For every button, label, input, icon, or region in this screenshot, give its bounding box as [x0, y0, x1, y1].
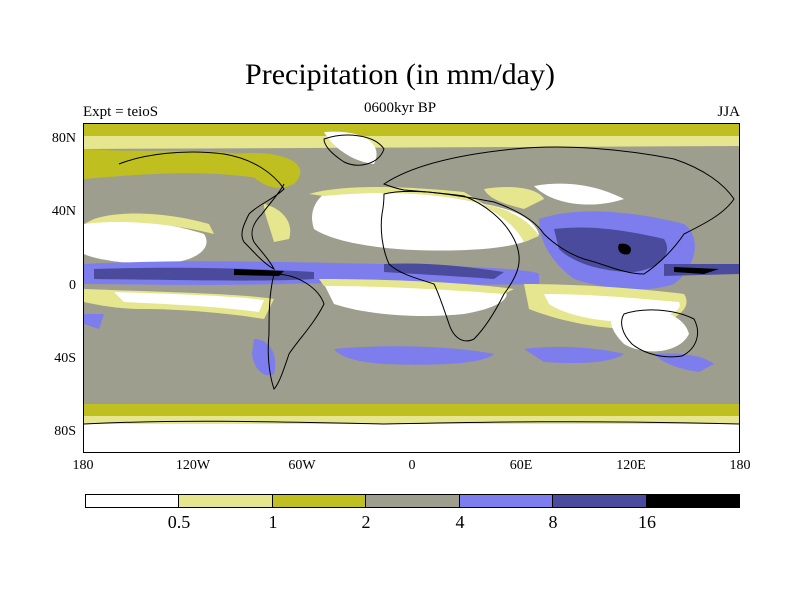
itcz-max: [234, 269, 284, 276]
map-svg: [84, 124, 739, 452]
africa-monsoon: [384, 263, 504, 279]
colorbar-segment-3: [366, 495, 460, 507]
colorbar-label-16: 16: [638, 512, 656, 532]
colorbar-segment-5: [553, 495, 647, 507]
tasman-storm: [654, 353, 714, 372]
lon-label-120w: 120W: [175, 458, 211, 473]
npac-dry: [84, 220, 207, 264]
sahara-light: [309, 187, 484, 204]
sahara-dry: [312, 192, 539, 251]
experiment-label: Expt = teioS: [83, 104, 159, 120]
wpac-max: [674, 267, 719, 274]
sepac-dry: [114, 292, 264, 312]
lat-label-40s: 40S: [54, 351, 76, 366]
lat-label-equator: 0: [69, 278, 76, 293]
antarctica-coast: [84, 420, 739, 425]
spac-storm: [84, 314, 104, 329]
colorbar-segment-4: [459, 495, 554, 507]
colorbar-label-8: 8: [548, 512, 558, 532]
greenland-coast: [323, 134, 385, 166]
lon-label-60w: 60W: [288, 458, 316, 473]
colorbar: [85, 494, 740, 508]
time-label: 0600kyr BP: [363, 100, 437, 116]
central-asia-dry: [534, 183, 624, 205]
asia-monsoon-core: [554, 227, 668, 272]
antarctica-dry: [84, 424, 739, 452]
lon-label-120e: 120E: [616, 458, 646, 473]
lat-label-80s: 80S: [54, 424, 76, 439]
colorbar-label-1: 1: [268, 512, 278, 532]
antarctic-olive: [84, 404, 739, 416]
atlantic-light: [264, 204, 291, 242]
colorbar-label-2: 2: [361, 512, 371, 532]
map-title: Precipitation (in mm/day): [245, 58, 555, 91]
asia-light: [484, 187, 544, 209]
lon-label-180w: 180: [72, 458, 94, 473]
indian-storm: [524, 346, 624, 364]
colorbar-segment-1: [179, 495, 273, 507]
colorbar-segment-0: [86, 495, 180, 507]
south-america-coast: [267, 273, 325, 390]
npac-olive: [84, 149, 264, 179]
greenland-dry: [324, 131, 377, 164]
npac-light: [84, 213, 214, 234]
eurasia-coast: [382, 146, 735, 275]
africa-coast: [380, 190, 520, 342]
australia-coast: [621, 309, 698, 358]
lon-label-60e: 60E: [509, 458, 533, 473]
australia-dry: [611, 307, 689, 352]
lon-label-180e: 180: [729, 458, 751, 473]
precipitation-map: [83, 123, 740, 453]
colorbar-label-0-5: 0.5: [167, 512, 191, 532]
colorbar-segment-2: [272, 495, 367, 507]
season-label: JJA: [717, 104, 740, 120]
arctic-light-band: [84, 136, 739, 149]
satl-storm: [334, 346, 494, 365]
antarctic-light: [84, 416, 739, 424]
north-america-coast: [118, 151, 285, 271]
monsoon-max: [618, 243, 631, 255]
colorbar-segment-6: [646, 495, 739, 507]
satl-dry: [324, 284, 507, 316]
colorbar-label-4: 4: [455, 512, 465, 532]
coastlines: [84, 134, 739, 425]
lon-label-0: 0: [408, 458, 416, 473]
lat-label-80n: 80N: [51, 131, 76, 146]
arabia-light: [479, 204, 539, 242]
lat-label-40n: 40N: [51, 204, 76, 219]
arctic-band: [84, 124, 739, 136]
satl-light: [319, 279, 514, 294]
